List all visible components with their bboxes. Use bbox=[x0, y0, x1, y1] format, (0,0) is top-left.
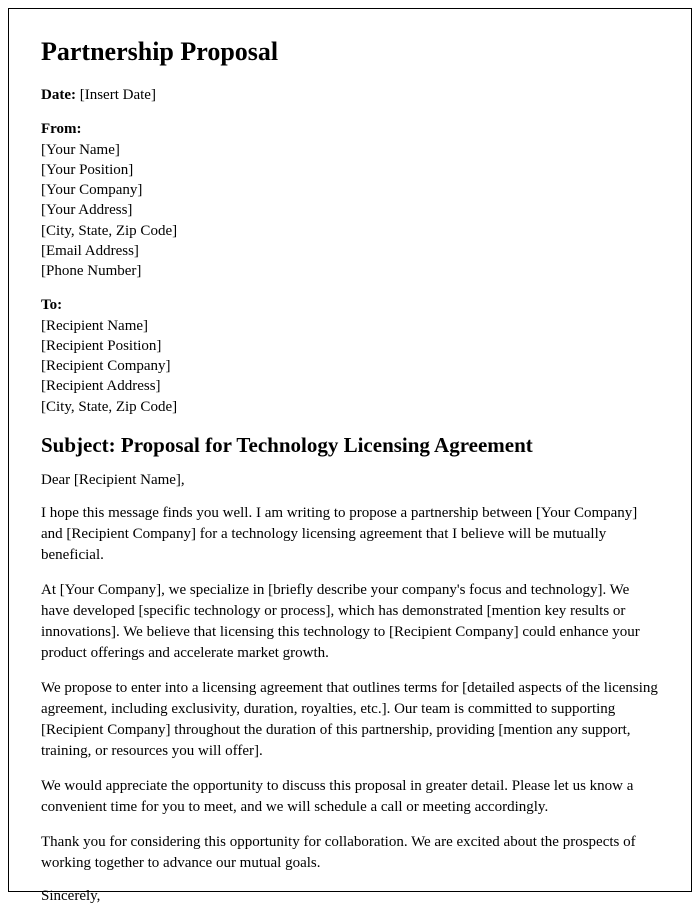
from-line: [Email Address] bbox=[41, 241, 659, 261]
to-label: To: bbox=[41, 295, 659, 315]
from-label: From: bbox=[41, 119, 659, 139]
closing-line: Sincerely, bbox=[41, 888, 659, 905]
date-line: Date: [Insert Date] bbox=[41, 85, 659, 105]
from-line: [City, State, Zip Code] bbox=[41, 221, 659, 241]
document-title: Partnership Proposal bbox=[41, 37, 659, 67]
to-line: [Recipient Address] bbox=[41, 376, 659, 396]
date-block: Date: [Insert Date] bbox=[41, 85, 659, 105]
from-line: [Your Address] bbox=[41, 200, 659, 220]
from-line: [Phone Number] bbox=[41, 261, 659, 281]
to-line: [Recipient Company] bbox=[41, 356, 659, 376]
to-line: [Recipient Name] bbox=[41, 316, 659, 336]
greeting-line: Dear [Recipient Name], bbox=[41, 472, 659, 489]
body-paragraph: Thank you for considering this opportuni… bbox=[41, 832, 659, 874]
from-line: [Your Company] bbox=[41, 180, 659, 200]
body-paragraph: We propose to enter into a licensing agr… bbox=[41, 678, 659, 762]
body-paragraph: We would appreciate the opportunity to d… bbox=[41, 776, 659, 818]
to-line: [City, State, Zip Code] bbox=[41, 397, 659, 417]
body-paragraph: I hope this message finds you well. I am… bbox=[41, 503, 659, 566]
document-page: Partnership Proposal Date: [Insert Date]… bbox=[8, 8, 692, 892]
from-block: From: [Your Name] [Your Position] [Your … bbox=[41, 119, 659, 281]
date-value: [Insert Date] bbox=[80, 87, 156, 103]
to-block: To: [Recipient Name] [Recipient Position… bbox=[41, 295, 659, 417]
date-label: Date: bbox=[41, 87, 76, 103]
body-paragraph: At [Your Company], we specialize in [bri… bbox=[41, 580, 659, 664]
to-line: [Recipient Position] bbox=[41, 336, 659, 356]
subject-heading: Subject: Proposal for Technology Licensi… bbox=[41, 433, 659, 458]
from-line: [Your Name] bbox=[41, 140, 659, 160]
from-line: [Your Position] bbox=[41, 160, 659, 180]
